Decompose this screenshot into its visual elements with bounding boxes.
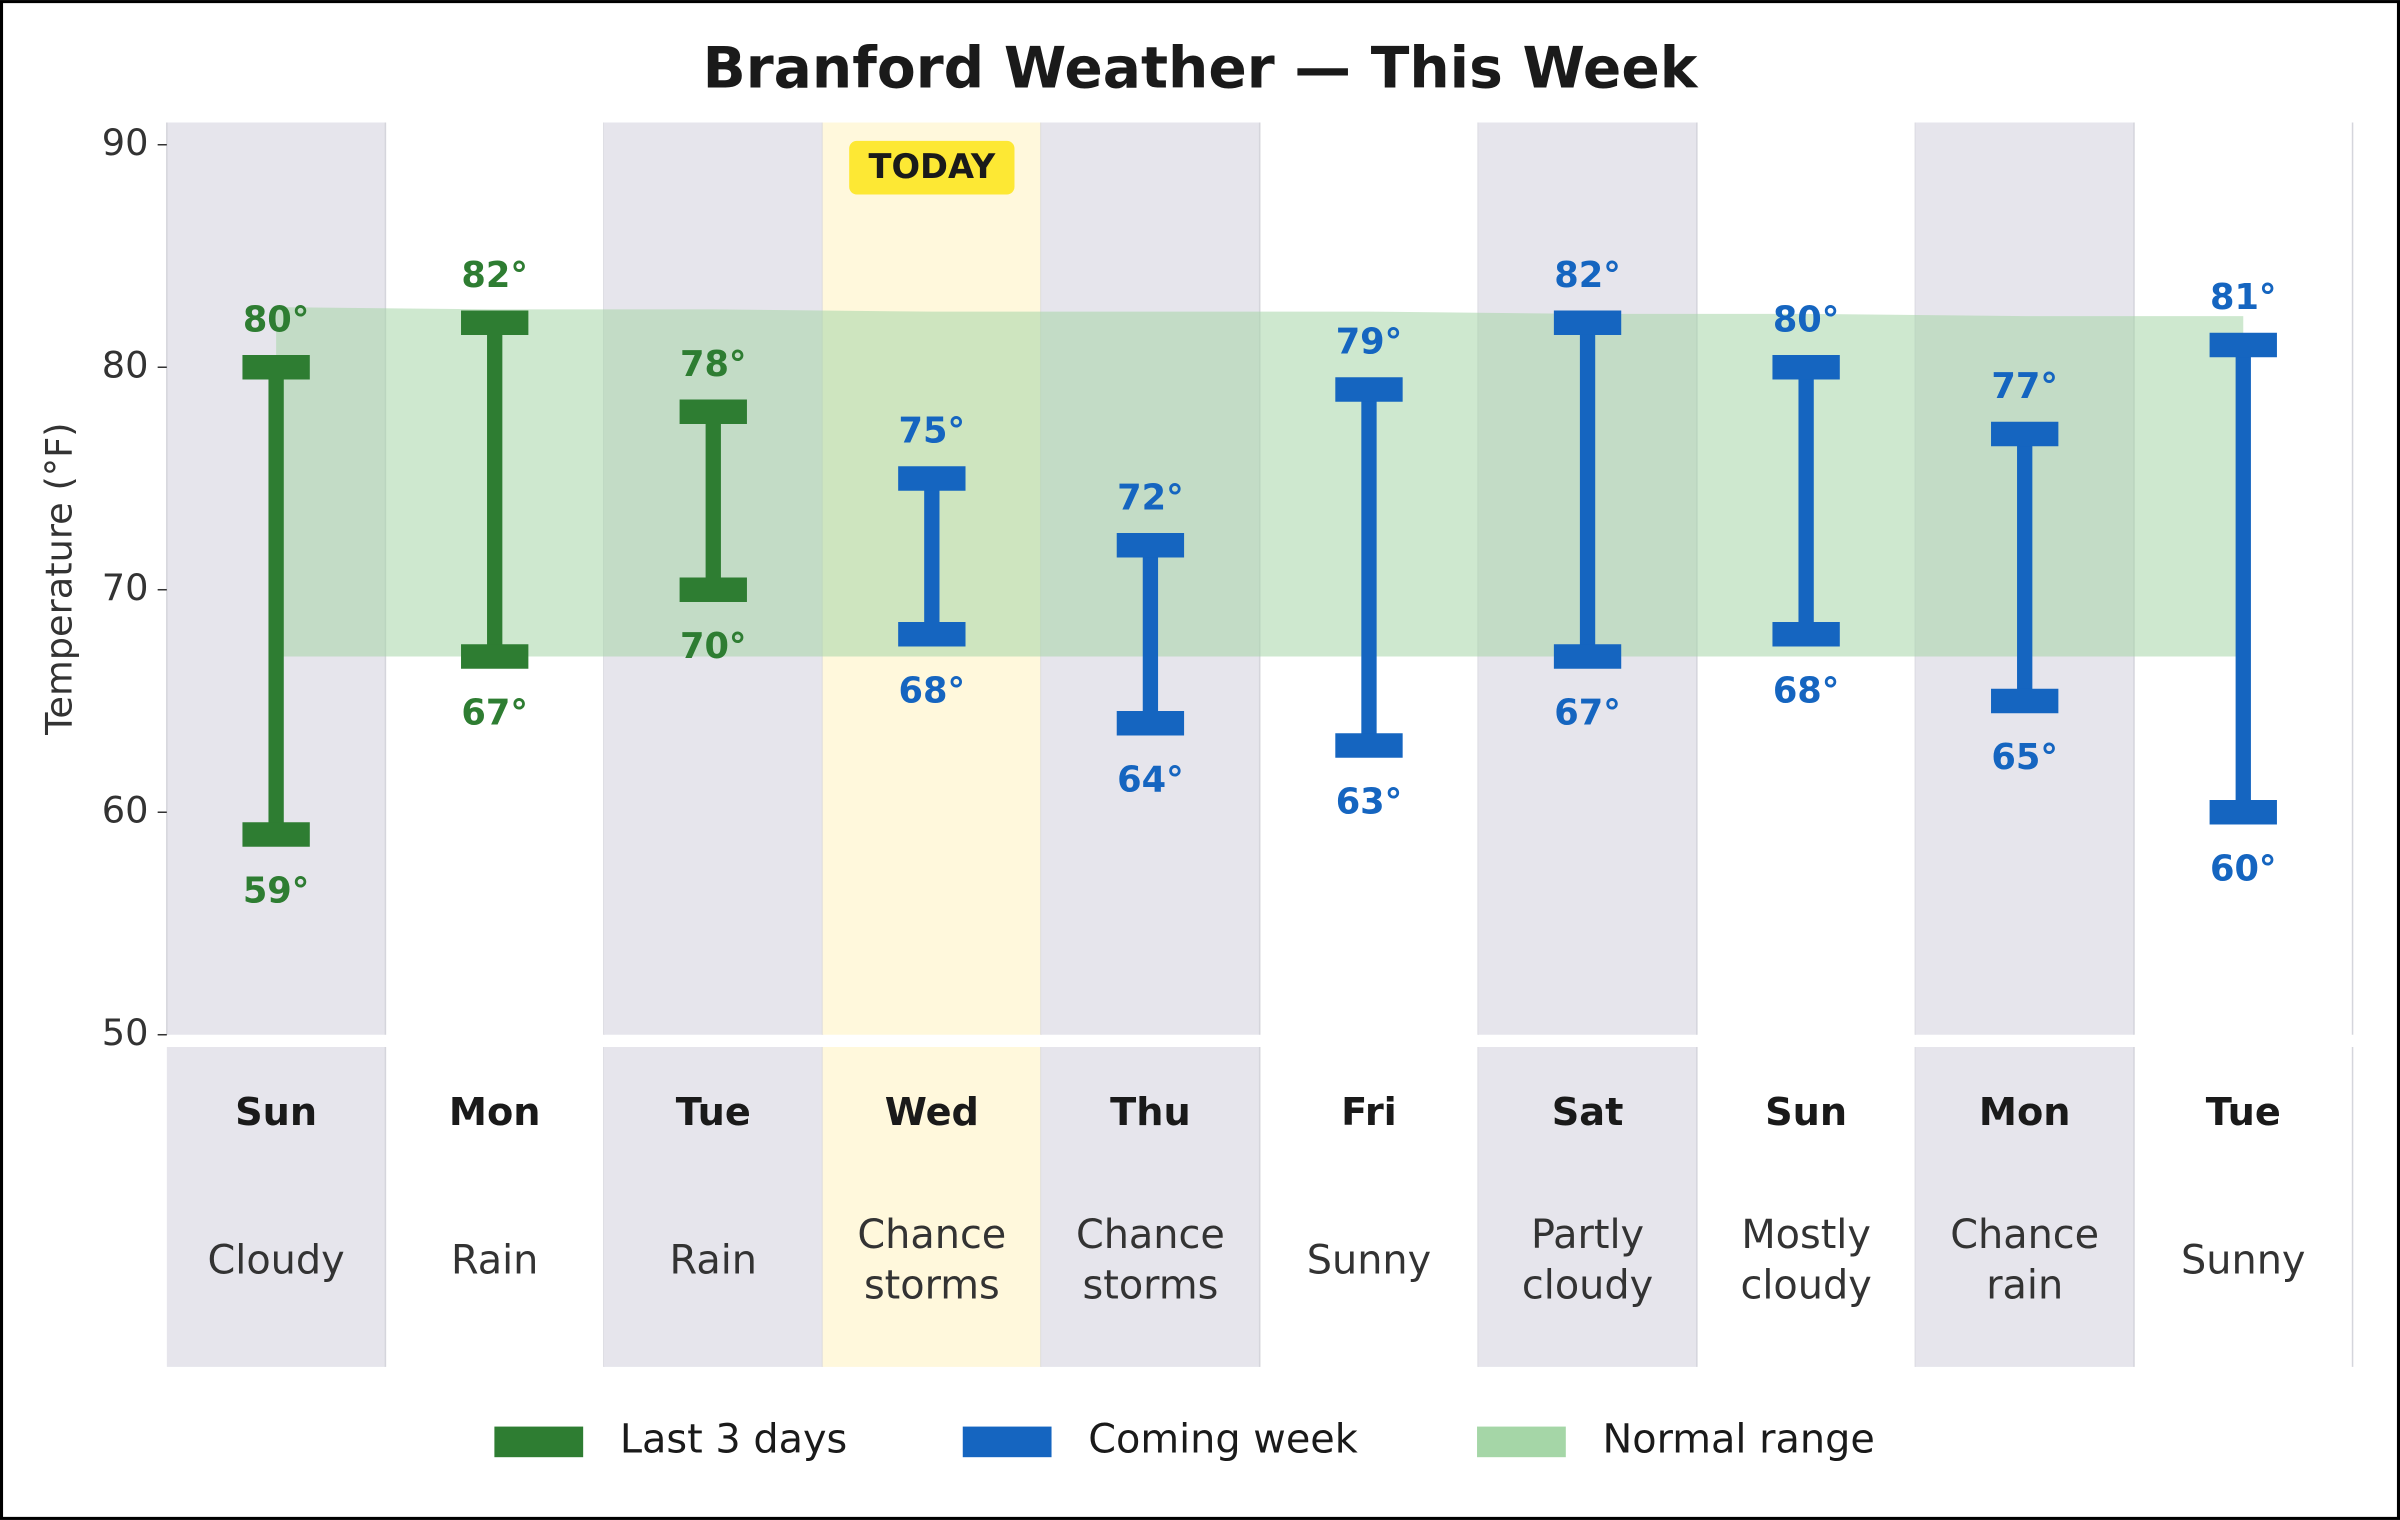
day-label: Sun — [235, 1090, 317, 1135]
high-label: 78° — [680, 344, 747, 385]
low-label: 65° — [1991, 737, 2058, 778]
high-label: 81° — [2210, 277, 2277, 318]
low-label: 67° — [461, 693, 528, 734]
low-label: 70° — [680, 626, 747, 667]
high-label: 77° — [1991, 366, 2058, 407]
high-label: 72° — [1117, 477, 1184, 518]
y-tick-label: 60 — [102, 789, 149, 832]
low-cap — [898, 622, 966, 647]
column-shade — [166, 1046, 386, 1367]
day-label: Sun — [1765, 1090, 1847, 1135]
today-label: TODAY — [868, 147, 995, 186]
condition-label: Rain — [670, 1237, 757, 1283]
range-stem — [1579, 322, 1596, 657]
range-stem — [1142, 545, 1159, 724]
high-cap — [1772, 355, 1840, 380]
high-cap — [1553, 310, 1622, 335]
low-label: 64° — [1117, 759, 1184, 800]
low-cap — [1772, 622, 1840, 647]
low-cap — [1116, 711, 1185, 736]
legend-label: Last 3 days — [620, 1416, 847, 1462]
low-label: 63° — [1336, 782, 1403, 823]
high-cap — [1991, 421, 2059, 447]
high-cap — [1335, 377, 1403, 402]
high-label: 82° — [461, 255, 528, 296]
condition-label: Sunny — [1307, 1237, 1431, 1283]
low-cap — [1335, 733, 1403, 758]
condition-label: storms — [1083, 1263, 1219, 1309]
low-cap — [2209, 800, 2277, 825]
condition-label: cloudy — [1740, 1263, 1871, 1309]
range-stem — [2235, 344, 2251, 813]
range-stem — [2017, 433, 2033, 701]
column-shade — [1478, 1046, 1697, 1367]
low-cap — [1991, 688, 2059, 714]
range-stem — [487, 322, 503, 657]
range-stem — [1361, 389, 1377, 746]
range-stem — [924, 478, 940, 635]
high-label: 79° — [1336, 322, 1403, 363]
y-tick-label: 70 — [102, 566, 149, 609]
high-label: 75° — [899, 411, 966, 452]
legend-swatch — [1477, 1426, 1566, 1458]
low-label: 60° — [2210, 848, 2277, 889]
day-label: Wed — [885, 1090, 979, 1135]
condition-label: Chance — [1950, 1212, 2099, 1258]
column-shade — [1915, 1046, 2134, 1367]
high-label: 80° — [1773, 299, 1840, 340]
day-label: Mon — [1979, 1090, 2071, 1135]
high-label: 82° — [1554, 255, 1621, 296]
low-label: 68° — [899, 670, 966, 711]
range-stem — [268, 367, 284, 835]
high-cap — [679, 399, 747, 424]
day-label: Mon — [449, 1090, 541, 1135]
range-stem — [1798, 367, 1814, 635]
condition-label: Cloudy — [208, 1237, 345, 1283]
low-cap — [679, 577, 747, 602]
y-tick-label: 50 — [102, 1011, 149, 1054]
high-cap — [2209, 332, 2277, 358]
high-cap — [461, 310, 529, 335]
today-badge — [849, 140, 1015, 195]
day-label: Tue — [2206, 1090, 2281, 1135]
condition-label: rain — [1986, 1263, 2063, 1309]
y-axis-label: Temperature (°F) — [38, 422, 81, 735]
condition-label: Sunny — [2181, 1237, 2305, 1283]
high-cap — [1116, 533, 1185, 558]
day-label: Sat — [1552, 1090, 1624, 1135]
low-label: 67° — [1554, 693, 1621, 734]
low-cap — [461, 644, 529, 669]
condition-label: Chance — [1076, 1212, 1225, 1258]
y-tick-label: 80 — [102, 344, 149, 387]
condition-label: Mostly — [1741, 1212, 1871, 1258]
day-label: Tue — [676, 1090, 751, 1135]
normal-range-band — [276, 307, 2244, 657]
legend-swatch — [494, 1426, 584, 1458]
column-shade — [1041, 1046, 1260, 1367]
day-label: Thu — [1110, 1090, 1191, 1135]
condition-label: Chance — [857, 1212, 1006, 1258]
legend-label: Normal range — [1603, 1416, 1875, 1462]
high-cap — [898, 466, 966, 491]
range-stem — [705, 411, 721, 590]
column-shade — [603, 1046, 823, 1367]
condition-label: cloudy — [1522, 1263, 1653, 1309]
low-label: 59° — [243, 871, 310, 912]
high-label: 80° — [243, 299, 310, 340]
condition-label: storms — [864, 1263, 1000, 1309]
condition-label: Partly — [1531, 1212, 1644, 1258]
legend-swatch — [962, 1426, 1052, 1458]
chart-title: Branford Weather — This Week — [703, 36, 1699, 102]
low-cap — [242, 822, 310, 847]
day-label: Fri — [1341, 1090, 1397, 1135]
low-cap — [1553, 644, 1622, 669]
high-cap — [242, 355, 310, 380]
low-label: 68° — [1773, 670, 1840, 711]
legend-label: Coming week — [1088, 1416, 1358, 1462]
condition-label: Rain — [451, 1237, 538, 1283]
column-shade — [822, 1046, 1042, 1367]
y-tick-label: 90 — [102, 121, 149, 164]
